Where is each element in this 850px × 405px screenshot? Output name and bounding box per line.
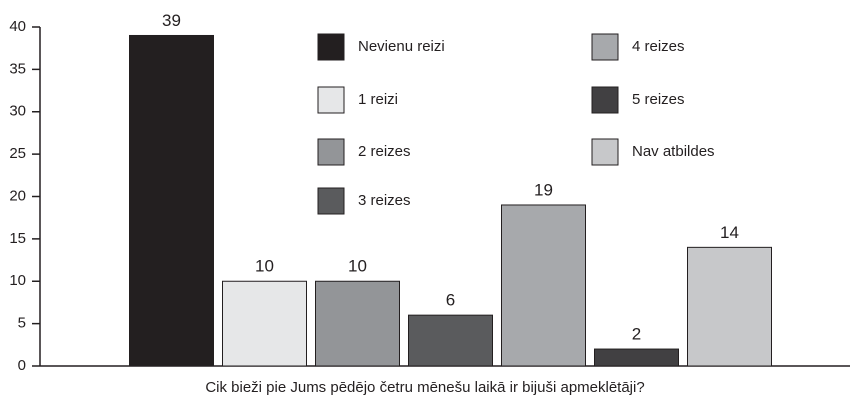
legend-swatch bbox=[317, 33, 345, 61]
legend-label: 5 reizes bbox=[632, 91, 685, 108]
legend-label: 2 reizes bbox=[358, 143, 411, 160]
data-label: 39 bbox=[162, 11, 181, 30]
bar bbox=[687, 246, 772, 367]
legend-label: 3 reizes bbox=[358, 192, 411, 209]
y-tick-label: 20 bbox=[9, 187, 26, 204]
y-tick-label: 35 bbox=[9, 60, 26, 77]
legend-label: Nevienu reizi bbox=[358, 38, 445, 55]
data-label: 14 bbox=[720, 223, 739, 242]
legend-swatch bbox=[317, 86, 345, 114]
data-label: 2 bbox=[632, 325, 641, 344]
legend-swatch bbox=[591, 33, 619, 61]
bar bbox=[222, 280, 307, 367]
legend-swatch bbox=[317, 138, 345, 166]
data-label: 10 bbox=[348, 257, 367, 276]
legend-swatch bbox=[317, 187, 345, 215]
bar bbox=[129, 34, 214, 367]
data-label: 6 bbox=[446, 291, 455, 310]
legend-label: 4 reizes bbox=[632, 38, 685, 55]
y-tick-label: 40 bbox=[9, 18, 26, 35]
legend-label: Nav atbildes bbox=[632, 143, 715, 160]
legend-swatch bbox=[591, 86, 619, 114]
bar bbox=[594, 348, 679, 367]
data-label: 10 bbox=[255, 257, 274, 276]
bar bbox=[408, 314, 493, 367]
bar bbox=[315, 280, 400, 367]
y-tick-label: 30 bbox=[9, 103, 26, 120]
y-tick-label: 5 bbox=[18, 315, 26, 332]
data-label: 19 bbox=[534, 180, 553, 199]
legend-label: 1 reizi bbox=[358, 91, 398, 108]
legend-swatch bbox=[591, 138, 619, 166]
bar bbox=[501, 204, 586, 367]
y-tick-label: 0 bbox=[18, 357, 26, 374]
y-tick-label: 25 bbox=[9, 145, 26, 162]
y-tick-label: 15 bbox=[9, 230, 26, 247]
x-axis-label: Cik bieži pie Jums pēdējo četru mēnešu l… bbox=[205, 379, 644, 396]
y-tick-label: 10 bbox=[9, 272, 26, 289]
